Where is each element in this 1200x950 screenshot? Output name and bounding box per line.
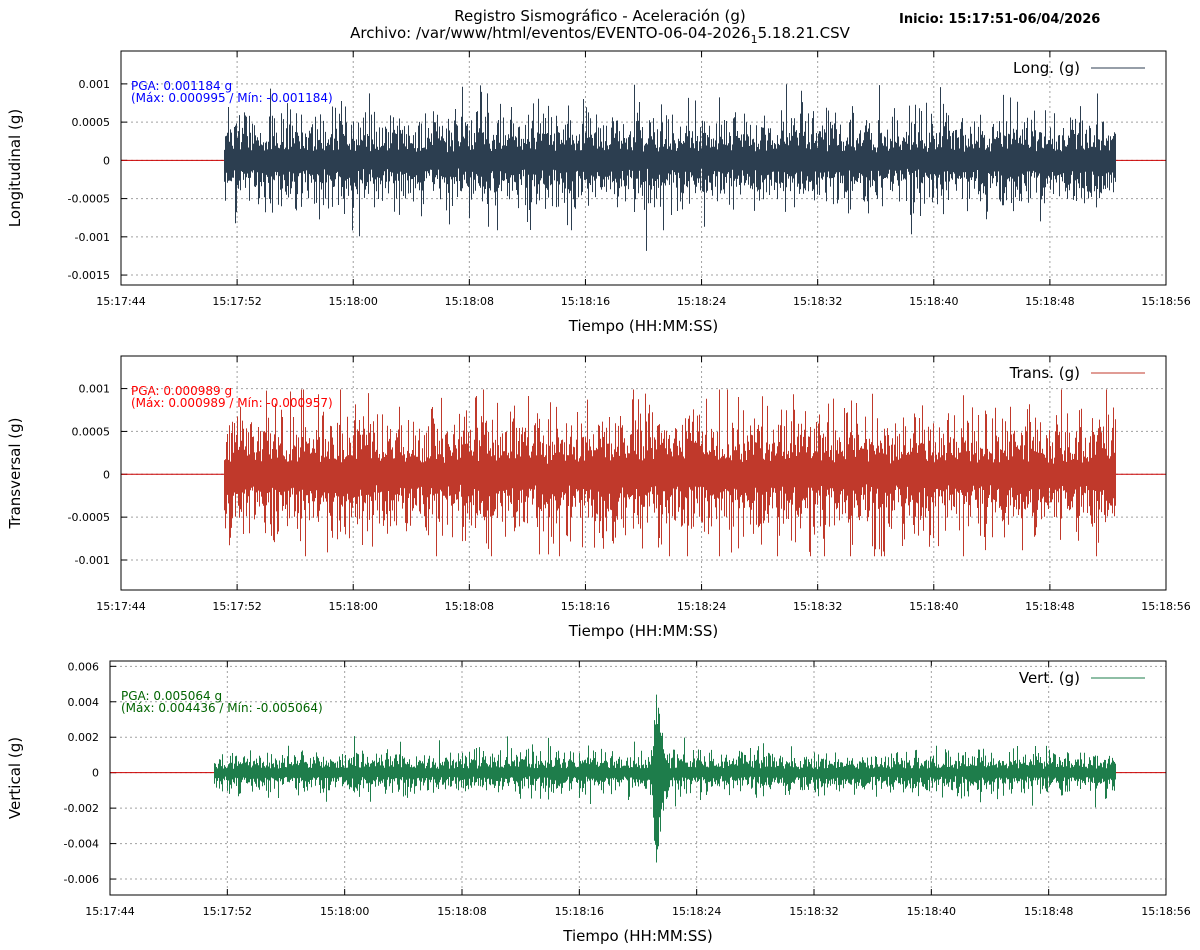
- y-tick-label: 0: [103, 468, 110, 481]
- plot-frame: [109, 660, 1167, 896]
- x-tick-label: 15:18:00: [329, 600, 378, 613]
- x-tick-label: 15:17:44: [96, 295, 145, 308]
- y-tick-label: 0.004: [68, 696, 100, 709]
- y-tick-label: -0.002: [64, 802, 99, 815]
- x-axis-label: Tiempo (HH:MM:SS): [568, 622, 718, 640]
- y-axis-label: Transversal (g): [6, 417, 24, 529]
- x-tick-label: 15:18:40: [909, 600, 958, 613]
- signal-trace: [224, 84, 1116, 251]
- x-tick-label: 15:18:48: [1024, 905, 1073, 918]
- panel-2: 15:17:44 15:17:52 15:18:00 15:18:08 15:18:16…: [6, 355, 1191, 640]
- x-tick-label: 15:17:44: [96, 600, 145, 613]
- x-axis-label: Tiempo (HH:MM:SS): [562, 927, 712, 945]
- x-axis-label: Tiempo (HH:MM:SS): [568, 317, 718, 335]
- y-tick-label: -0.0005: [68, 511, 110, 524]
- x-tick-label: 15:17:52: [212, 600, 261, 613]
- x-tick-label: 15:17:52: [212, 295, 261, 308]
- y-tick-label: 0.001: [79, 383, 111, 396]
- maxmin-label: (Máx: 0.000989 / Mín: -0.000957): [131, 396, 333, 410]
- plot-frame: [120, 355, 1167, 591]
- y-tick-label: 0: [103, 154, 110, 167]
- x-tick-label: 15:18:00: [320, 905, 369, 918]
- file-path: Archivo: /var/www/html/eventos/EVENTO-06…: [350, 24, 851, 46]
- y-tick-label: -0.006: [64, 873, 99, 886]
- y-tick-label: -0.001: [75, 231, 110, 244]
- y-tick-label: 0: [92, 767, 99, 780]
- x-tick-label: 15:18:24: [677, 600, 726, 613]
- x-tick-label: 15:18:48: [1025, 600, 1074, 613]
- x-tick-label: 15:18:08: [437, 905, 486, 918]
- panel-3: 15:17:44 15:17:52 15:18:00 15:18:08 15:18:16…: [6, 660, 1191, 945]
- y-tick-label: 0.0005: [72, 116, 111, 129]
- y-tick-label: 0.001: [79, 78, 111, 91]
- x-tick-label: 15:18:56: [1141, 600, 1190, 613]
- legend-label: Long. (g): [1013, 59, 1080, 77]
- x-tick-label: 15:18:08: [445, 600, 494, 613]
- start-time: Inicio: 15:17:51-06/04/2026: [899, 12, 1100, 27]
- maxmin-label: (Máx: 0.000995 / Mín: -0.001184): [131, 91, 333, 105]
- x-tick-label: 15:18:24: [677, 295, 726, 308]
- y-axis-label: Longitudinal (g): [6, 109, 24, 227]
- pga-label: PGA: 0.005064 g: [121, 689, 222, 703]
- x-tick-label: 15:18:08: [445, 295, 494, 308]
- legend-label: Trans. (g): [1009, 364, 1080, 382]
- x-tick-label: 15:18:00: [329, 295, 378, 308]
- pga-label: PGA: 0.001184 g: [131, 79, 232, 93]
- y-tick-label: -0.0015: [68, 269, 110, 282]
- x-tick-label: 15:18:56: [1141, 295, 1190, 308]
- y-tick-label: -0.001: [75, 554, 110, 567]
- y-axis-label: Vertical (g): [6, 737, 24, 819]
- maxmin-label: (Máx: 0.004436 / Mín: -0.005064): [121, 701, 323, 715]
- pga-label: PGA: 0.000989 g: [131, 384, 232, 398]
- y-tick-label: 0.0005: [72, 425, 111, 438]
- x-tick-label: 15:18:16: [555, 905, 604, 918]
- x-tick-label: 15:18:56: [1141, 905, 1190, 918]
- x-tick-label: 15:18:32: [793, 600, 842, 613]
- x-tick-label: 15:18:40: [909, 295, 958, 308]
- legend-label: Vert. (g): [1019, 669, 1080, 687]
- y-tick-label: -0.0005: [68, 193, 110, 206]
- signal-trace: [224, 389, 1116, 557]
- signal-trace: [214, 694, 1116, 863]
- x-tick-label: 15:17:44: [85, 905, 134, 918]
- y-tick-label: 0.002: [68, 731, 100, 744]
- plot-frame: [120, 50, 1167, 286]
- x-tick-label: 15:18:40: [907, 905, 956, 918]
- x-tick-label: 15:18:32: [793, 295, 842, 308]
- chart-title: Registro Sismográfico - Aceleración (g): [454, 7, 745, 25]
- x-tick-label: 15:18:16: [561, 295, 610, 308]
- x-tick-label: 15:18:32: [789, 905, 838, 918]
- x-tick-label: 15:18:48: [1025, 295, 1074, 308]
- panel-1: 15:17:44 15:17:52 15:18:00 15:18:08 15:18:16…: [6, 50, 1191, 335]
- x-tick-label: 15:18:16: [561, 600, 610, 613]
- y-tick-label: -0.004: [64, 838, 99, 851]
- x-tick-label: 15:18:24: [672, 905, 721, 918]
- y-tick-label: 0.006: [68, 660, 100, 673]
- x-tick-label: 15:17:52: [203, 905, 252, 918]
